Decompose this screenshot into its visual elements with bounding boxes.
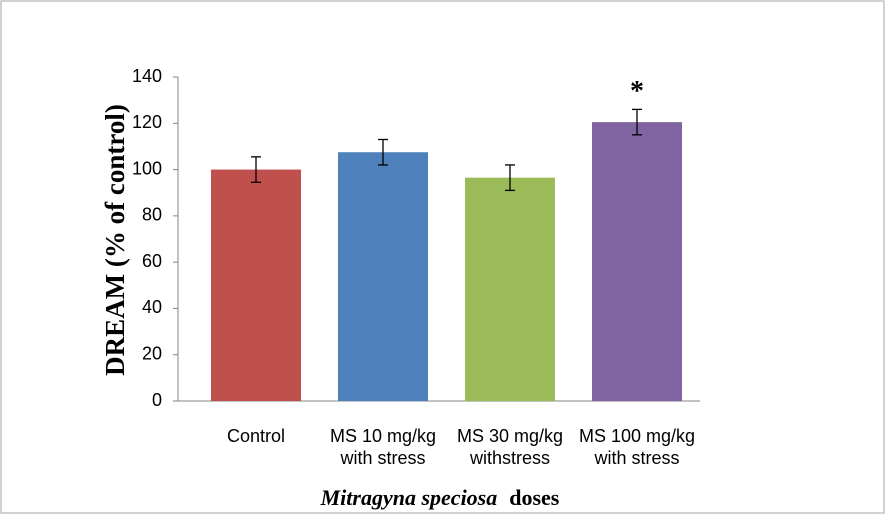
bar — [592, 122, 682, 401]
y-axis-title: DREAM (% of control) — [100, 104, 130, 376]
x-tick-label: MS 10 mg/kg with stress — [329, 426, 437, 468]
x-axis-title-rest: doses — [509, 485, 560, 510]
bar — [465, 177, 555, 401]
bar — [211, 169, 301, 401]
y-tick-label: 140 — [132, 66, 162, 86]
y-tick-label: 100 — [132, 158, 162, 178]
y-tick-label: 20 — [142, 343, 162, 363]
y-tick-label: 40 — [142, 297, 162, 317]
y-tick-label: 80 — [142, 205, 162, 225]
bar — [338, 152, 428, 401]
y-tick-label: 0 — [152, 390, 162, 410]
x-tick-label: MS 100 mg/kg with stress — [578, 426, 696, 468]
x-axis-title: Mitragyna speciosa doses — [320, 485, 560, 510]
x-tick-label: Control — [226, 426, 286, 446]
y-tick-label: 60 — [142, 251, 162, 271]
x-axis-title-italic: Mitragyna speciosa — [320, 485, 498, 510]
y-tick-label: 120 — [132, 112, 162, 132]
annotation: * — [630, 76, 644, 107]
x-tick-label: MS 30 mg/kg withstress — [456, 426, 564, 468]
